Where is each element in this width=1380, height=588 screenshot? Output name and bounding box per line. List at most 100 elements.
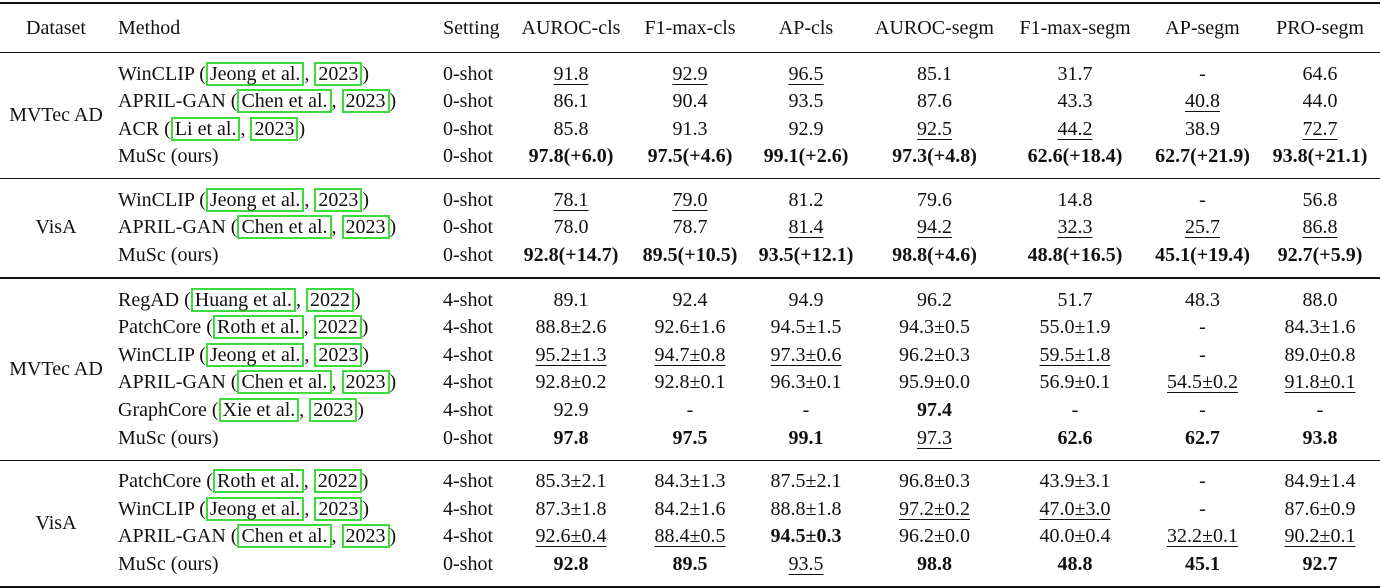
method-cell: MuSc (ours) <box>112 551 440 587</box>
metric-value: 48.8 <box>1057 553 1093 575</box>
citation-link[interactable]: 2022 <box>305 287 354 312</box>
citation-link[interactable]: 2023 <box>309 398 358 423</box>
method-cell: WinCLIP (Jeong et al., 2023) <box>112 342 440 370</box>
metric-value: - <box>1316 399 1324 422</box>
method-text: APRIL-GAN ( <box>118 525 238 548</box>
metric-value: 93.5 <box>788 553 824 575</box>
citation-link[interactable]: Jeong et al. <box>205 342 305 367</box>
metric-value: 92.6±1.6 <box>654 316 726 339</box>
citation-link[interactable]: Xie et al. <box>218 398 300 423</box>
metric-cell: 56.8 <box>1260 179 1380 215</box>
metric-value: 84.9±1.4 <box>1284 470 1356 493</box>
metric-value: 25.7 <box>1185 216 1220 239</box>
metric-cell: 90.2±0.1 <box>1260 523 1380 551</box>
citation-link[interactable]: 2023 <box>341 524 390 549</box>
setting-cell: 4-shot <box>443 343 493 366</box>
metric-value: 95.9±0.0 <box>899 371 970 394</box>
table-row: GraphCore (Xie et al., 2023) 4-shot 92.9- -… <box>0 397 1380 425</box>
citation-link[interactable]: Li et al. <box>170 116 241 141</box>
method-cell: APRIL-GAN (Chen et al., 2023) <box>112 214 440 242</box>
method-text: ) <box>362 188 370 211</box>
citation-link[interactable]: 2023 <box>314 342 363 367</box>
metric-value: - <box>1199 470 1206 493</box>
metric-value: 91.8 <box>553 62 589 85</box>
citation-link[interactable]: Jeong et al. <box>205 496 305 521</box>
method-text: APRIL-GAN ( <box>118 216 238 239</box>
method-text: WinCLIP ( <box>118 188 206 211</box>
metric-value: 99.1(+2.6) <box>763 145 849 168</box>
metric-value: 96.2±0.0 <box>899 525 970 548</box>
citation-link[interactable]: Jeong et al. <box>205 187 305 212</box>
metric-value: 93.5 <box>788 90 824 113</box>
metric-cell: 48.8 <box>1005 551 1145 587</box>
citation-link[interactable]: Huang et al. <box>190 287 296 312</box>
metric-cell: 44.2 <box>1005 116 1145 144</box>
citation-link[interactable]: Chen et al. <box>237 215 332 240</box>
method-text: ) <box>361 316 369 339</box>
metric-value: 99.1 <box>788 426 824 449</box>
method-text: , <box>304 343 315 366</box>
metric-cell: 84.2±1.6 <box>632 496 748 524</box>
citation-link[interactable]: 2023 <box>341 215 390 240</box>
citation-link[interactable]: 2023 <box>341 370 390 395</box>
metric-value: 87.6 <box>917 90 952 113</box>
citation-link[interactable]: 2023 <box>314 61 363 86</box>
metric-value: 97.3(+4.8) <box>892 145 977 168</box>
method-text: PatchCore ( <box>118 316 213 339</box>
metric-cell: - <box>748 397 864 425</box>
method-text: ) <box>361 470 369 493</box>
metric-cell: 78.1 <box>510 179 632 215</box>
column-header: Setting <box>443 16 500 39</box>
row-group: MVTec AD RegAD (Huang et al., 2022) 4-shot… <box>0 278 1380 460</box>
metric-cell: 44.0 <box>1260 88 1380 116</box>
setting-cell: 0-shot <box>443 145 493 168</box>
citation-link[interactable]: Jeong et al. <box>205 61 305 86</box>
metric-value: 94.2 <box>917 216 952 239</box>
metric-cell: - <box>1145 496 1260 524</box>
setting-cell: 0-shot <box>443 117 493 140</box>
metric-cell: - <box>1145 179 1260 215</box>
citation-link[interactable]: 2023 <box>314 187 363 212</box>
metric-cell: 94.7±0.8 <box>632 342 748 370</box>
metric-cell: 92.4 <box>632 278 748 314</box>
citation-link[interactable]: Roth et al. <box>212 315 304 340</box>
metric-cell: 54.5±0.2 <box>1145 369 1260 397</box>
metric-value: 89.5 <box>672 553 708 575</box>
metric-value: - <box>1199 399 1206 422</box>
metric-value: 91.8±0.1 <box>1284 371 1356 394</box>
method-text: , <box>304 188 315 211</box>
metric-value: 38.9 <box>1185 117 1220 140</box>
method-text: ) <box>357 399 364 422</box>
citation-link[interactable]: Chen et al. <box>237 89 332 114</box>
metric-cell: 51.7 <box>1005 278 1145 314</box>
metric-cell: 84.3±1.6 <box>1260 314 1380 342</box>
method-cell: PatchCore (Roth et al., 2022) <box>112 314 440 342</box>
metric-value: 44.2 <box>1057 117 1093 140</box>
method-text: WinCLIP ( <box>118 343 206 366</box>
citation-link[interactable]: 2022 <box>313 315 362 340</box>
dataset-cell: VisA <box>35 511 77 534</box>
setting-cell: 4-shot <box>443 497 493 520</box>
metric-cell: 91.3 <box>632 116 748 144</box>
citation-link[interactable]: Chen et al. <box>237 524 332 549</box>
citation-link[interactable]: Chen et al. <box>237 370 332 395</box>
citation-link[interactable]: 2023 <box>314 496 363 521</box>
metric-cell: 55.0±1.9 <box>1005 314 1145 342</box>
method-text: ) <box>389 216 397 239</box>
column-header: F1-max-cls <box>644 16 736 39</box>
metric-value: 32.3 <box>1057 216 1093 239</box>
metric-cell: 72.7 <box>1260 116 1380 144</box>
citation-link[interactable]: 2023 <box>250 116 299 141</box>
table-row: APRIL-GAN (Chen et al., 2023) 4-shot 92.8±… <box>0 369 1380 397</box>
setting-cell: 4-shot <box>443 288 493 311</box>
metric-cell: 96.8±0.3 <box>864 460 1005 496</box>
citation-link[interactable]: 2022 <box>313 469 362 494</box>
metric-cell: - <box>1005 397 1145 425</box>
citation-link[interactable]: Roth et al. <box>212 469 304 494</box>
table-header: Dataset Method Setting AUROC-cls F1-max-cls A… <box>0 3 1380 53</box>
metric-cell: 97.5(+4.6) <box>632 143 748 179</box>
metric-cell: 14.8 <box>1005 179 1145 215</box>
method-text: ) <box>389 371 397 394</box>
citation-link[interactable]: 2023 <box>341 89 390 114</box>
